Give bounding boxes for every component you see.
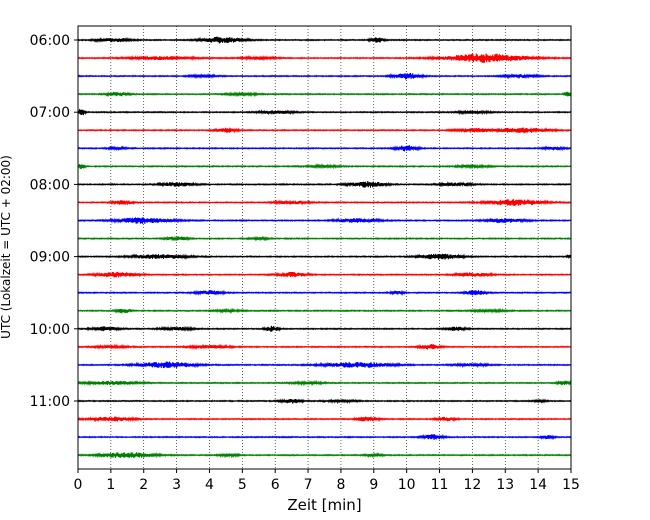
x-tick-label: 14 xyxy=(529,477,547,493)
y-tick-label: 10:00 xyxy=(30,322,70,338)
x-tick-label: 3 xyxy=(172,477,181,493)
trace-1045 xyxy=(77,379,572,387)
y-axis-label: UTC (Lokalzeit = UTC + 02:00) xyxy=(0,155,13,339)
trace-0915 xyxy=(77,271,572,278)
plot-frame xyxy=(77,25,572,470)
x-axis: 0 1 2 3 4 5 6 7 8 9 10 11 12 13 14 15 xyxy=(74,469,580,493)
trace-1130 xyxy=(77,433,572,441)
trace-0600 xyxy=(77,36,572,44)
x-tick-label: 10 xyxy=(398,477,416,493)
trace-0700 xyxy=(77,109,572,116)
trace-1015 xyxy=(77,343,572,350)
trace-0615 xyxy=(77,53,572,63)
trace-0815 xyxy=(77,199,572,207)
traces xyxy=(77,36,572,459)
x-tick-label: 6 xyxy=(271,477,280,493)
y-tick-label: 06:00 xyxy=(30,33,70,49)
y-tick-label: 11:00 xyxy=(30,394,70,410)
trace-0900 xyxy=(77,253,572,260)
trace-0800 xyxy=(77,180,572,188)
trace-0730 xyxy=(77,145,572,152)
y-tick-label: 09:00 xyxy=(30,250,70,266)
trace-1100 xyxy=(77,398,572,405)
trace-1000 xyxy=(77,325,572,332)
trace-0645 xyxy=(77,91,572,98)
x-tick-label: 5 xyxy=(238,477,247,493)
x-grid xyxy=(110,26,539,469)
trace-0830 xyxy=(77,217,572,224)
x-tick-label: 11 xyxy=(431,477,449,493)
trace-0930 xyxy=(77,289,572,296)
trace-0715 xyxy=(77,127,572,134)
x-tick-label: 7 xyxy=(304,477,313,493)
x-tick-label: 9 xyxy=(369,477,378,493)
x-tick-label: 2 xyxy=(139,477,148,493)
y-tick-label: 07:00 xyxy=(30,105,70,121)
x-axis-label: Zeit [min] xyxy=(287,496,361,514)
trace-0745 xyxy=(77,163,572,170)
trace-0630 xyxy=(77,72,572,80)
x-tick-label: 12 xyxy=(463,477,481,493)
trace-0845 xyxy=(77,235,572,242)
trace-1030 xyxy=(77,361,572,369)
x-tick-label: 13 xyxy=(496,477,514,493)
x-tick-label: 15 xyxy=(562,477,580,493)
trace-1145 xyxy=(77,451,572,459)
trace-0945 xyxy=(77,307,572,315)
x-tick-label: 8 xyxy=(336,477,345,493)
trace-1115 xyxy=(77,415,572,423)
x-tick-label: 1 xyxy=(106,477,115,493)
x-tick-label: 4 xyxy=(205,477,214,493)
y-tick-label: 08:00 xyxy=(30,177,70,193)
y-axis: 06:00 07:00 08:00 09:00 10:00 11:00 xyxy=(30,33,78,410)
x-tick-label: 0 xyxy=(74,477,83,493)
